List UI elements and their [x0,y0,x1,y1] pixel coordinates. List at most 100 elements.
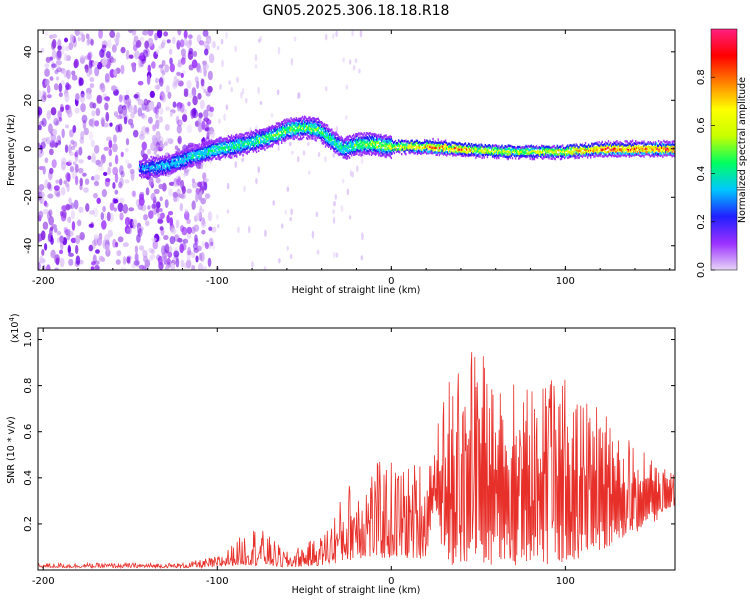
ridge-cell [275,139,278,143]
ridge-cell [568,153,570,156]
ridge-cell [147,169,149,173]
ridge-cell [657,144,660,147]
ridge-cell [302,127,305,131]
ridge-cell [422,145,425,149]
ridge-cell [325,143,328,146]
noise-blob [57,45,62,51]
ridge-cell [460,150,462,154]
ridge-cell [243,150,245,154]
ridge-cell [384,142,386,145]
ridge-cell [373,143,376,146]
ridge-cell [592,142,594,146]
noise-blob [147,64,152,73]
ridge-cell [571,145,573,148]
ridge-cell [424,150,426,153]
ridge-cell [442,144,445,148]
ridge-cell [320,132,323,135]
ridge-cell [293,129,295,132]
ridge-cell [460,152,462,156]
ridge-cell [500,154,502,157]
ridge-cell [453,141,455,145]
ridge-cell [449,149,451,153]
ridge-cell [454,141,456,145]
ridge-cell [168,158,170,161]
ridge-cell [390,156,393,160]
ridge-cell [225,146,228,149]
ridge-cell [180,159,183,162]
ridge-cell [361,142,363,145]
ridge-cell [583,148,586,151]
noise-blob [78,146,83,156]
ridge-cell [278,129,281,132]
ridge-cell [293,117,295,121]
ridge-cell [491,144,494,147]
ridge-cell [578,147,580,150]
ridge-cell [341,137,343,140]
ridge-cell [205,154,208,158]
ridge-cell [224,153,226,156]
noise-blob [191,200,196,210]
ridge-cell [583,145,586,148]
ridge-cell [196,158,198,161]
ridge-cell [566,149,568,152]
ridge-cell [560,148,563,152]
ridge-cell [289,131,291,134]
ridge-cell [533,147,536,151]
noise-blob [115,124,121,133]
ridge-cell [325,130,328,133]
ridge-cell [611,153,614,157]
ridge-cell [317,134,319,137]
noise-blob [54,267,59,270]
ridge-cell [647,152,649,156]
noise-blob [41,249,45,256]
ridge-cell [150,161,152,164]
ridge-cell [613,143,615,146]
ridge-cell [406,146,408,149]
ridge-cell [230,156,233,159]
ridge-cell [462,144,465,147]
noise-blob [168,245,173,253]
ridge-cell [322,130,325,133]
noise-blob [173,75,178,86]
ridge-cell [284,135,286,138]
noise-blob [172,191,179,198]
ridge-cell [395,148,398,152]
ridge-cell [177,158,179,161]
noise-blob [93,180,100,187]
ridge-cell [631,148,634,152]
ridge-cell [360,145,362,148]
ridge-cell [641,152,643,156]
ridge-cell [462,148,465,151]
ridge-cell [462,150,465,153]
ridge-cell [529,145,531,148]
ridge-cell [345,157,348,160]
ridge-cell [577,156,579,160]
noise-blob [150,142,156,152]
ridge-cell [298,121,301,124]
ridge-cell [306,133,308,136]
ridge-cell [506,157,508,160]
noise-blob [54,138,59,143]
noise-blob [289,217,292,222]
noise-blob [284,209,288,215]
ridge-cell [144,162,146,165]
ridge-cell [548,155,550,158]
ridge-cell [331,133,333,137]
ridge-cell [601,146,603,149]
ridge-cell [143,175,145,179]
ridge-cell [255,144,258,148]
ridge-cell [204,158,207,161]
ridge-cell [571,152,573,156]
ridge-cell [645,143,647,147]
ridge-cell [461,150,464,153]
ridge-cell [338,153,340,156]
noise-blob [133,104,138,115]
ridge-cell [601,155,603,158]
ridge-cell [384,155,386,158]
ridge-cell [327,138,330,141]
noise-blob [361,232,364,241]
ridge-cell [197,156,199,159]
noise-blob [102,205,106,213]
ridge-cell [557,153,560,156]
ridge-cell [149,159,151,162]
